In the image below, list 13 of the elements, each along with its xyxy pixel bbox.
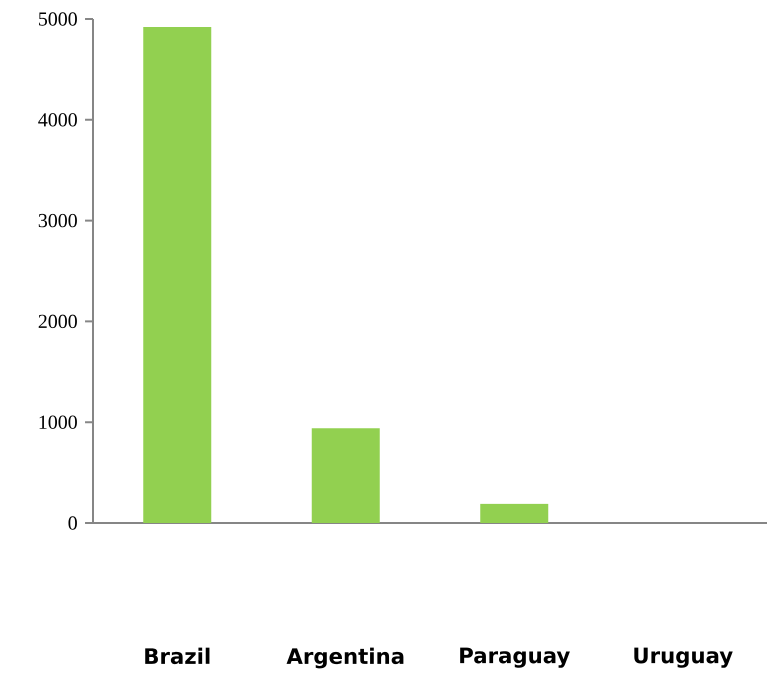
bar	[143, 27, 212, 523]
y-tick-label: 3000	[38, 214, 77, 228]
x-tick-label: Uruguay	[634, 648, 733, 668]
bar	[312, 428, 380, 523]
y-tick-label: 1000	[40, 415, 77, 429]
x-tick-label: Paraguay	[460, 648, 570, 668]
y-tick-label: 4000	[38, 113, 77, 127]
x-tick-label: Brazil	[145, 648, 210, 664]
bar	[480, 504, 548, 523]
y-tick-label: 0	[68, 516, 77, 530]
y-tick-label: 2000	[38, 314, 77, 328]
y-tick-label: 5000	[38, 12, 77, 26]
x-tick-label: Argentina	[286, 648, 404, 668]
